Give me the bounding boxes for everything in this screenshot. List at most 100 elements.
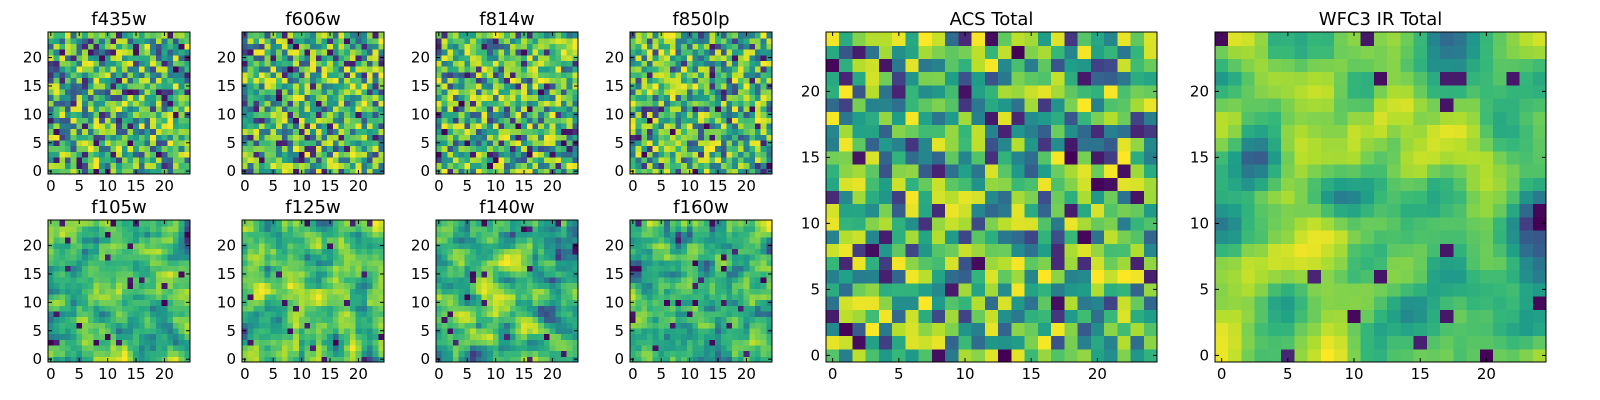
heatmap-cell	[686, 288, 694, 295]
heatmap-cell	[470, 49, 477, 56]
heatmap-cell	[144, 254, 151, 261]
heatmap-cell	[293, 168, 300, 175]
heatmap-cell	[526, 32, 534, 39]
heatmap-cell	[470, 134, 477, 141]
heatmap-cell	[760, 100, 767, 107]
heatmap-cell	[355, 111, 362, 118]
heatmap-cell	[53, 168, 60, 175]
heatmap-cell	[737, 350, 745, 357]
heatmap-cell	[664, 162, 671, 169]
heatmap-cell	[48, 339, 55, 346]
heatmap-cell	[270, 111, 277, 118]
heatmap-cell	[321, 225, 328, 232]
heatmap-cell	[464, 111, 471, 118]
heatmap-cell	[53, 32, 60, 39]
heatmap-cell	[458, 231, 465, 238]
heatmap-cell	[572, 134, 579, 141]
heatmap-cell	[127, 168, 134, 175]
heatmap-cell	[276, 43, 283, 50]
heatmap-cell	[310, 83, 317, 90]
heatmap-cell	[172, 265, 180, 272]
heatmap-cell	[321, 316, 328, 323]
heatmap-cell	[65, 293, 72, 301]
heatmap-cell	[344, 88, 351, 96]
heatmap-cell	[155, 43, 163, 50]
heatmap-cell	[504, 327, 511, 335]
heatmap-cell	[332, 288, 340, 295]
heatmap-cell	[732, 145, 739, 152]
heatmap-cell	[264, 265, 271, 272]
heatmap-cell	[253, 66, 260, 73]
heatmap-cell	[521, 339, 528, 346]
heatmap-cell	[715, 128, 722, 135]
heatmap-cell	[509, 54, 517, 61]
heatmap-cell	[287, 122, 294, 130]
heatmap-cell	[720, 134, 728, 141]
heatmap-cell	[737, 100, 745, 107]
heatmap-cell	[498, 322, 505, 329]
panel-title: f125w	[285, 197, 340, 218]
heatmap-cell	[298, 225, 306, 232]
heatmap-cell	[737, 327, 745, 335]
heatmap-cell	[332, 49, 340, 56]
heatmap-cell	[93, 276, 100, 284]
heatmap-cell	[104, 344, 112, 352]
heatmap-cell	[76, 231, 83, 238]
heatmap-cell	[70, 220, 77, 227]
heatmap-cell	[59, 49, 66, 56]
heatmap-cell	[635, 66, 642, 73]
heatmap-cell	[264, 156, 271, 164]
heatmap-cell	[287, 83, 294, 90]
heatmap-cell	[104, 66, 112, 73]
heatmap-cell	[127, 276, 134, 284]
heatmap-cell	[82, 231, 89, 238]
heatmap-cell	[65, 54, 72, 61]
heatmap-cell	[515, 94, 522, 101]
heatmap-cell	[110, 288, 117, 295]
heatmap-cell	[65, 145, 72, 152]
heatmap-cell	[464, 322, 471, 329]
heatmap-cell	[93, 162, 100, 169]
heatmap-cell	[481, 111, 488, 118]
heatmap-cell	[270, 77, 277, 84]
heatmap-cell	[515, 156, 522, 164]
heatmap-cell	[441, 83, 448, 90]
heatmap-cell	[87, 111, 95, 118]
heatmap-cell	[259, 105, 266, 113]
heatmap-cell	[470, 350, 477, 357]
heatmap-cell	[498, 316, 505, 323]
heatmap-cell	[70, 60, 77, 67]
heatmap-cell	[53, 316, 60, 323]
heatmap-cell	[487, 248, 494, 255]
heatmap-cell	[715, 43, 722, 50]
heatmap-cell	[332, 66, 340, 73]
heatmap-cell	[372, 168, 379, 175]
heatmap-cell	[378, 122, 385, 130]
heatmap-cell	[110, 254, 117, 261]
heatmap-cell	[526, 37, 534, 44]
heatmap-cell	[327, 305, 334, 312]
heatmap-cell	[549, 316, 556, 323]
heatmap-cell	[70, 248, 77, 255]
heatmap-cell	[344, 333, 351, 340]
heatmap-cell	[48, 66, 55, 73]
heatmap-cell	[104, 134, 112, 141]
heatmap-cell	[458, 350, 465, 357]
heatmap-cell	[138, 344, 146, 352]
heatmap-cell	[692, 299, 699, 306]
heatmap-cell	[538, 49, 545, 56]
heatmap-cell	[698, 322, 705, 329]
heatmap-cell	[543, 66, 551, 73]
heatmap-cell	[664, 168, 671, 175]
heatmap-cell	[754, 37, 762, 44]
heatmap-cell	[715, 66, 722, 73]
heatmap-cell	[464, 271, 471, 278]
heatmap-cell	[355, 162, 362, 169]
heatmap-cell	[664, 32, 671, 39]
heatmap-cell	[498, 43, 505, 50]
heatmap-cell	[560, 356, 568, 363]
heatmap-cell	[726, 276, 733, 284]
heatmap-cell	[321, 151, 328, 158]
heatmap-cell	[641, 37, 648, 44]
heatmap-cell	[315, 49, 323, 56]
